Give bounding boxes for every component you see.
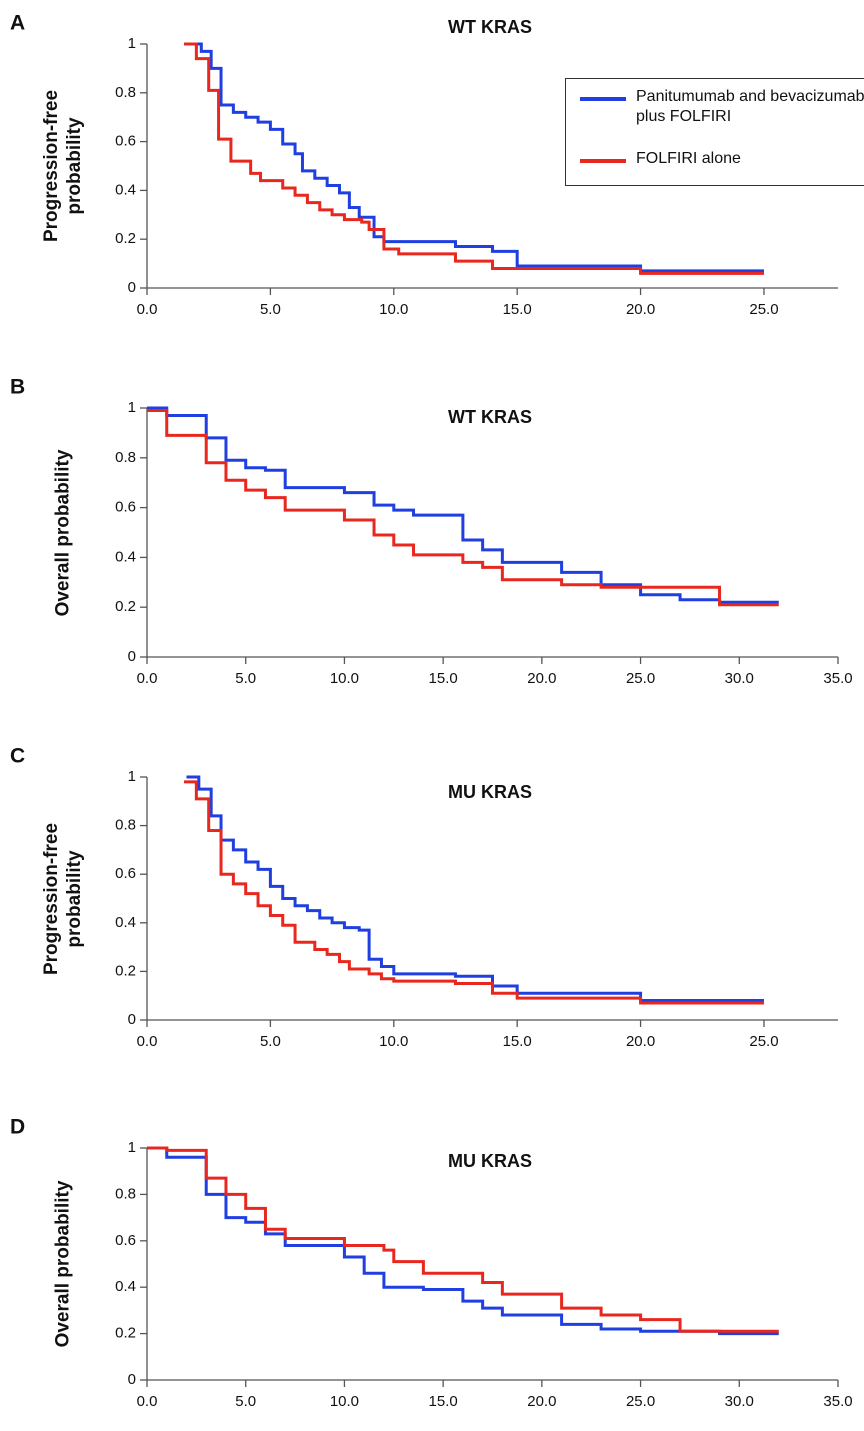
- chart-title: MU KRAS: [448, 782, 532, 802]
- y-tick-label: 0.2: [115, 1325, 136, 1342]
- x-tick-label: 10.0: [330, 670, 359, 687]
- y-tick-label: 0.4: [115, 181, 136, 198]
- legend-label: Panitumumab and bevacizumab plus FOLFIRI: [636, 88, 864, 125]
- x-tick-label: 20.0: [527, 1393, 556, 1410]
- panel-label: C: [10, 745, 25, 768]
- x-tick-label: 25.0: [626, 670, 655, 687]
- panel-label: B: [10, 376, 25, 399]
- legend-swatch: [580, 97, 626, 101]
- x-tick-label: 0.0: [137, 1033, 158, 1050]
- y-tick-label: 0.2: [115, 962, 136, 979]
- y-axis-label: Progression-free probability: [41, 89, 85, 243]
- x-tick-label: 35.0: [823, 1393, 852, 1410]
- x-tick-label: 5.0: [260, 1033, 281, 1050]
- y-tick-label: 0.4: [115, 1278, 136, 1295]
- x-tick-label: 0.0: [137, 301, 158, 318]
- x-tick-label: 25.0: [626, 1393, 655, 1410]
- chart-title: WT KRAS: [448, 407, 532, 427]
- y-axis-label: Progression-free probability: [41, 822, 85, 975]
- survival-curve: [147, 1146, 779, 1333]
- y-tick-label: 0.2: [115, 598, 136, 615]
- x-tick-label: 25.0: [749, 1033, 778, 1050]
- x-tick-label: 10.0: [379, 301, 408, 318]
- y-tick-label: 1: [128, 768, 136, 785]
- y-tick-label: 0: [128, 1371, 136, 1388]
- y-tick-label: 0: [128, 1011, 136, 1028]
- survival-curve: [147, 406, 779, 604]
- y-tick-label: 0.8: [115, 84, 136, 101]
- x-tick-label: 10.0: [330, 1393, 359, 1410]
- y-tick-label: 1: [128, 1139, 136, 1156]
- x-tick-label: 15.0: [429, 1393, 458, 1410]
- x-tick-label: 20.0: [527, 670, 556, 687]
- survival-curve: [184, 42, 764, 275]
- x-tick-label: 0.0: [137, 1393, 158, 1410]
- x-tick-label: 5.0: [235, 1393, 256, 1410]
- x-tick-label: 30.0: [725, 670, 754, 687]
- legend-swatch: [580, 159, 626, 163]
- x-tick-label: 25.0: [749, 301, 778, 318]
- x-tick-label: 30.0: [725, 1393, 754, 1410]
- panel-label: D: [10, 1116, 25, 1139]
- x-tick-label: 15.0: [429, 670, 458, 687]
- x-tick-label: 10.0: [379, 1033, 408, 1050]
- y-tick-label: 0: [128, 648, 136, 665]
- y-tick-label: 1: [128, 35, 136, 52]
- y-tick-label: 0.8: [115, 449, 136, 466]
- x-tick-label: 20.0: [626, 1033, 655, 1050]
- y-axis-label: Overall probability: [52, 1180, 74, 1348]
- x-tick-label: 15.0: [503, 1033, 532, 1050]
- survival-curve: [186, 775, 764, 1003]
- y-axis-label: Overall probability: [52, 449, 74, 616]
- survival-curve: [147, 408, 779, 607]
- y-tick-label: 0.6: [115, 1232, 136, 1249]
- survival-curve: [186, 42, 764, 273]
- x-tick-label: 15.0: [503, 301, 532, 318]
- y-tick-label: 0.2: [115, 230, 136, 247]
- y-tick-label: 0.4: [115, 914, 136, 931]
- survival-curve: [184, 780, 764, 1005]
- y-tick-label: 1: [128, 399, 136, 416]
- x-axis-label: Time (months): [407, 1429, 538, 1431]
- x-tick-label: 0.0: [137, 670, 158, 687]
- y-tick-label: 0.6: [115, 499, 136, 516]
- x-tick-label: 5.0: [260, 301, 281, 318]
- y-tick-label: 0.6: [115, 133, 136, 150]
- y-tick-label: 0.4: [115, 548, 136, 565]
- y-tick-label: 0: [128, 279, 136, 296]
- x-tick-label: 5.0: [235, 670, 256, 687]
- y-tick-label: 0.8: [115, 817, 136, 834]
- y-tick-label: 0.6: [115, 865, 136, 882]
- legend-label: FOLFIRI alone: [636, 150, 741, 167]
- chart-title: MU KRAS: [448, 1151, 532, 1171]
- y-tick-label: 0.8: [115, 1185, 136, 1202]
- chart-title: WT KRAS: [448, 17, 532, 37]
- survival-curve: [147, 1146, 779, 1336]
- panel-label: A: [10, 12, 25, 35]
- legend: Panitumumab and bevacizumab plus FOLFIRI…: [565, 78, 864, 186]
- x-tick-label: 35.0: [823, 670, 852, 687]
- x-tick-label: 20.0: [626, 301, 655, 318]
